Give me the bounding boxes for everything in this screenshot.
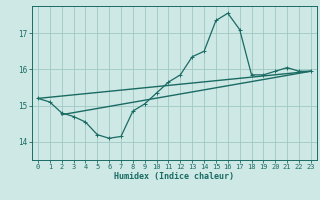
X-axis label: Humidex (Indice chaleur): Humidex (Indice chaleur) — [115, 172, 234, 181]
